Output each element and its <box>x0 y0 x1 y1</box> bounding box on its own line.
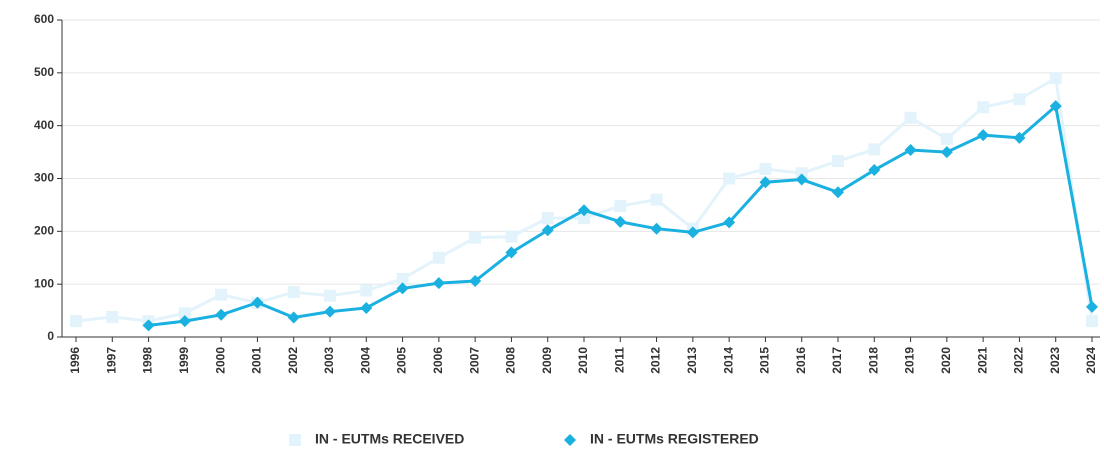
point <box>287 286 300 299</box>
x-tick-label: 2019 <box>903 347 917 374</box>
point <box>178 315 191 328</box>
point <box>578 212 590 225</box>
point <box>396 282 409 295</box>
x-tick-label: 2017 <box>830 347 844 374</box>
point <box>1086 300 1098 313</box>
point <box>1049 72 1062 85</box>
point <box>832 155 844 168</box>
point <box>977 101 990 114</box>
point <box>795 173 808 186</box>
x-tick-label: 2007 <box>467 347 481 374</box>
x-tick-label: 2023 <box>1048 347 1062 374</box>
point <box>215 308 228 321</box>
x-tick-label: 2020 <box>939 347 953 374</box>
x-tick-label: 2022 <box>1012 347 1026 374</box>
legend-marker <box>289 434 301 446</box>
point <box>904 143 917 156</box>
point <box>541 212 554 225</box>
x-tick-label: 2024 <box>1084 347 1098 374</box>
x-tick-label: 2001 <box>250 347 264 374</box>
legend-marker <box>564 434 576 446</box>
point <box>940 146 953 159</box>
point <box>505 246 518 259</box>
x-tick-label: 1996 <box>68 347 82 374</box>
point <box>868 164 881 177</box>
x-tick-label: 2011 <box>612 347 626 373</box>
point <box>1086 315 1098 328</box>
point <box>469 231 482 244</box>
point <box>142 319 155 332</box>
point <box>70 315 82 328</box>
x-tick-label: 2014 <box>721 347 735 374</box>
point <box>396 272 409 285</box>
point <box>106 310 119 323</box>
x-tick-label: 2021 <box>975 347 989 374</box>
y-tick-label: 500 <box>34 65 54 79</box>
point <box>505 230 518 243</box>
point <box>324 305 336 318</box>
point <box>759 176 772 189</box>
point <box>287 311 300 324</box>
point <box>251 296 264 309</box>
point <box>360 301 373 314</box>
x-tick-label: 2018 <box>866 347 880 374</box>
point <box>1049 100 1062 113</box>
y-tick-label: 200 <box>34 224 54 238</box>
x-tick-label: 2006 <box>431 347 445 374</box>
point <box>1013 93 1026 106</box>
x-tick-label: 2004 <box>358 347 372 374</box>
x-tick-label: 2012 <box>649 347 663 374</box>
point <box>178 307 191 320</box>
point <box>759 162 772 175</box>
point <box>614 199 627 212</box>
x-tick-label: 2009 <box>540 347 554 374</box>
point <box>324 289 336 302</box>
point <box>360 284 373 297</box>
x-tick-label: 1997 <box>104 347 118 374</box>
point <box>578 204 590 217</box>
x-tick-label: 2000 <box>213 347 227 374</box>
point <box>469 274 482 287</box>
point <box>723 216 736 229</box>
x-tick-label: 2008 <box>504 347 518 374</box>
x-tick-label: 2015 <box>758 347 772 374</box>
point <box>1013 131 1026 144</box>
x-tick-label: 2003 <box>322 347 336 374</box>
y-tick-label: 600 <box>34 12 54 26</box>
y-tick-label: 0 <box>47 329 54 343</box>
x-tick-label: 1999 <box>177 347 191 374</box>
point <box>795 167 808 180</box>
point <box>215 288 228 301</box>
y-tick-label: 100 <box>34 276 54 290</box>
legend-label: IN - EUTMs REGISTERED <box>590 431 759 447</box>
y-tick-label: 300 <box>34 171 54 185</box>
point <box>432 251 445 264</box>
x-tick-label: 2002 <box>286 347 300 374</box>
x-tick-label: 2013 <box>685 347 699 374</box>
x-tick-label: 2005 <box>395 347 409 374</box>
y-tick-label: 400 <box>34 118 54 132</box>
point <box>650 222 663 235</box>
x-tick-label: 2010 <box>576 347 590 374</box>
point <box>940 132 953 145</box>
x-tick-label: 2016 <box>794 347 808 374</box>
point <box>977 129 990 142</box>
point <box>432 277 445 290</box>
point <box>832 186 844 199</box>
point <box>686 226 699 239</box>
point <box>723 172 736 185</box>
point <box>614 215 627 228</box>
point <box>868 143 881 156</box>
point <box>650 193 663 206</box>
x-tick-label: 1998 <box>141 347 155 374</box>
series-line <box>75 75 1094 323</box>
point <box>904 111 917 124</box>
legend-label: IN - EUTMs RECEIVED <box>315 431 464 447</box>
point <box>541 224 554 237</box>
